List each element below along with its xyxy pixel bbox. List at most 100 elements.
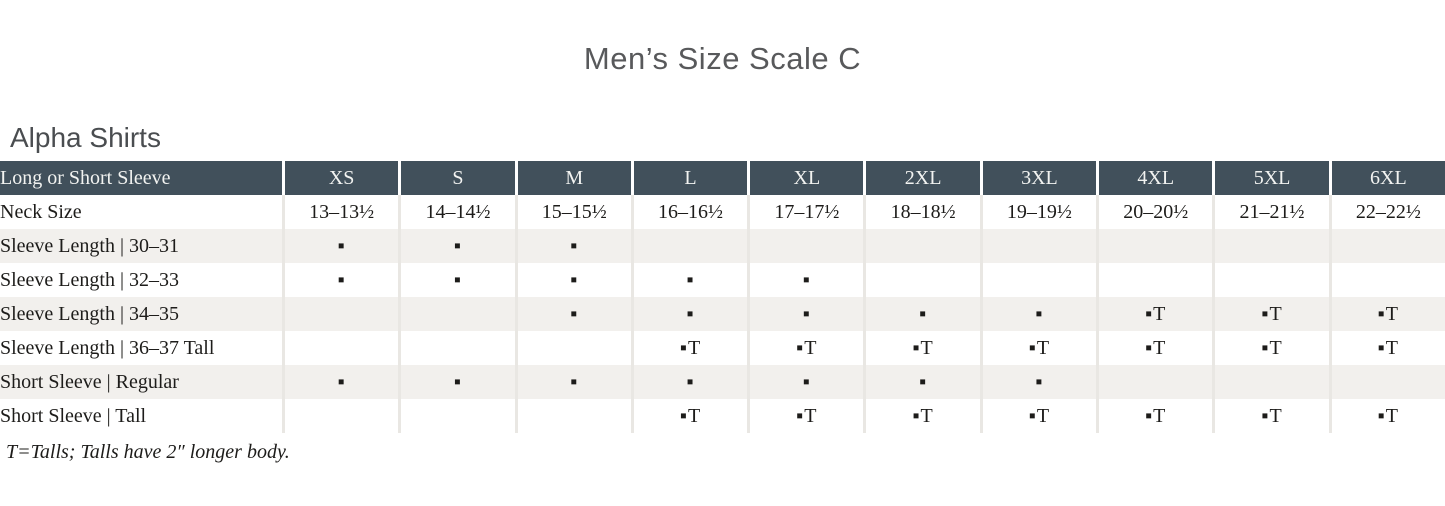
size-cell-l: ▪ — [630, 263, 747, 297]
size-cell-xl: ▪ — [747, 365, 864, 399]
neck-size-value: 18–18½ — [890, 201, 956, 223]
column-header-3xl: 3XL — [979, 161, 1097, 195]
neck-size-value: 16–16½ — [658, 201, 724, 223]
size-cell-xl: 17–17½ — [747, 195, 863, 229]
availability-mark: ▪ — [570, 303, 579, 325]
size-cell-3xl: ▪T — [979, 399, 1096, 433]
size-cell-s — [398, 399, 514, 433]
size-cell-3xl — [979, 263, 1096, 297]
availability-mark: ▪T — [1261, 405, 1283, 427]
availability-mark: ▪ — [1035, 303, 1044, 325]
availability-mark: ▪ — [453, 371, 462, 393]
row-label: Sleeve Length | 34–35 — [0, 297, 282, 331]
size-cell-5xl — [1212, 229, 1329, 263]
neck-size-value: 22–22½ — [1355, 201, 1421, 223]
size-cell-6xl — [1328, 365, 1445, 399]
row-label: Sleeve Length | 30–31 — [0, 229, 282, 263]
neck-size-value: 15–15½ — [541, 201, 607, 223]
size-cell-xs — [282, 297, 399, 331]
availability-mark: ▪T — [1261, 337, 1283, 359]
size-cell-4xl: ▪T — [1096, 297, 1213, 331]
size-cell-3xl: ▪T — [979, 331, 1096, 365]
availability-mark: ▪T — [912, 337, 934, 359]
row-label: Sleeve Length | 32–33 — [0, 269, 179, 291]
availability-mark: ▪T — [1145, 405, 1167, 427]
size-cell-3xl — [979, 229, 1097, 263]
size-cell-l — [630, 229, 748, 263]
availability-mark: ▪ — [570, 235, 579, 257]
size-cell-4xl — [1096, 229, 1213, 263]
size-cell-l: ▪T — [630, 399, 747, 433]
size-cell-2xl: ▪T — [863, 331, 979, 365]
availability-mark: ▪ — [1035, 371, 1044, 393]
size-cell-6xl — [1328, 263, 1445, 297]
table-row: Short Sleeve | Regular ▪ ▪ ▪ ▪ ▪ ▪ ▪ — [0, 365, 1445, 399]
availability-mark: ▪T — [796, 337, 818, 359]
size-cell-s: ▪ — [398, 229, 515, 263]
size-cell-m — [514, 399, 631, 433]
availability-mark: ▪T — [1377, 337, 1399, 359]
size-cell-xs — [282, 399, 398, 433]
table-header-label: Long or Short Sleeve — [0, 161, 282, 195]
size-cell-2xl: ▪ — [863, 297, 980, 331]
size-cell-m: ▪ — [514, 365, 631, 399]
size-cell-xs: ▪ — [282, 229, 399, 263]
size-cell-l: ▪ — [630, 297, 748, 331]
size-cell-6xl: ▪T — [1328, 297, 1445, 331]
size-cell-2xl — [863, 263, 979, 297]
column-header-5xl: 5XL — [1212, 161, 1329, 195]
size-cell-6xl: 22–22½ — [1328, 195, 1445, 229]
neck-size-value: 17–17½ — [774, 201, 840, 223]
size-cell-5xl: ▪T — [1212, 297, 1329, 331]
size-cell-4xl — [1096, 263, 1212, 297]
size-cell-xs: ▪ — [282, 263, 398, 297]
size-cell-3xl: ▪ — [979, 365, 1097, 399]
table-row: Sleeve Length | 36–37 Tall ▪T ▪T ▪T ▪T ▪T ▪T ▪T — [0, 331, 1445, 365]
footnote: T=Talls; Talls have 2″ longer body. — [6, 441, 290, 463]
size-cell-5xl — [1212, 263, 1328, 297]
size-cell-m: ▪ — [514, 263, 631, 297]
availability-mark: ▪T — [1145, 303, 1167, 325]
size-cell-4xl: ▪T — [1096, 399, 1212, 433]
availability-mark: ▪T — [679, 337, 702, 359]
table-row: Sleeve Length | 32–33 ▪ ▪ ▪ ▪ ▪ — [0, 263, 1445, 297]
table-row: Sleeve Length | 34–35 ▪ ▪ ▪ ▪ ▪ ▪T ▪T ▪T — [0, 297, 1445, 331]
column-header-4xl: 4XL — [1096, 161, 1213, 195]
size-cell-6xl: ▪T — [1328, 331, 1445, 365]
availability-mark: ▪ — [919, 303, 928, 325]
size-cell-s: ▪ — [398, 263, 514, 297]
row-label: Short Sleeve | Tall — [0, 405, 147, 427]
size-cell-xl: ▪T — [747, 331, 863, 365]
size-cell-l: ▪T — [630, 331, 747, 365]
neck-size-value: 14–14½ — [425, 201, 491, 223]
size-cell-2xl: ▪ — [863, 365, 980, 399]
row-label: Neck Size — [0, 201, 82, 223]
size-cell-xl: ▪ — [747, 263, 863, 297]
availability-mark: ▪T — [1028, 405, 1051, 427]
availability-mark: ▪ — [802, 269, 811, 291]
size-cell-xs — [282, 331, 398, 365]
availability-mark: ▪ — [570, 269, 579, 291]
availability-mark: ▪ — [802, 371, 811, 393]
size-cell-5xl: ▪T — [1212, 399, 1328, 433]
availability-mark: ▪ — [686, 269, 695, 291]
column-header-xl: XL — [747, 161, 864, 195]
size-cell-s — [398, 331, 514, 365]
neck-size-value: 20–20½ — [1123, 201, 1189, 223]
size-cell-xl: ▪T — [747, 399, 863, 433]
availability-mark: ▪ — [686, 303, 695, 325]
availability-mark: ▪T — [1028, 337, 1051, 359]
size-cell-l: ▪ — [630, 365, 748, 399]
size-cell-s: ▪ — [398, 365, 515, 399]
page-title: Men’s Size Scale C — [583, 41, 862, 76]
size-cell-6xl: ▪T — [1328, 399, 1445, 433]
size-chart-table: Long or Short Sleeve XS S M L XL 2XL 3XL 4XL 5XL… — [0, 161, 1445, 433]
availability-mark: ▪T — [1145, 337, 1167, 359]
neck-size-value: 13–13½ — [309, 201, 375, 223]
size-cell-2xl: ▪T — [863, 399, 979, 433]
availability-mark: ▪T — [1377, 405, 1399, 427]
size-cell-s: 14–14½ — [398, 195, 514, 229]
table-row: Sleeve Length | 30–31 ▪ ▪ ▪ — [0, 229, 1445, 263]
size-cell-2xl: 18–18½ — [863, 195, 979, 229]
size-cell-xs: ▪ — [282, 365, 399, 399]
